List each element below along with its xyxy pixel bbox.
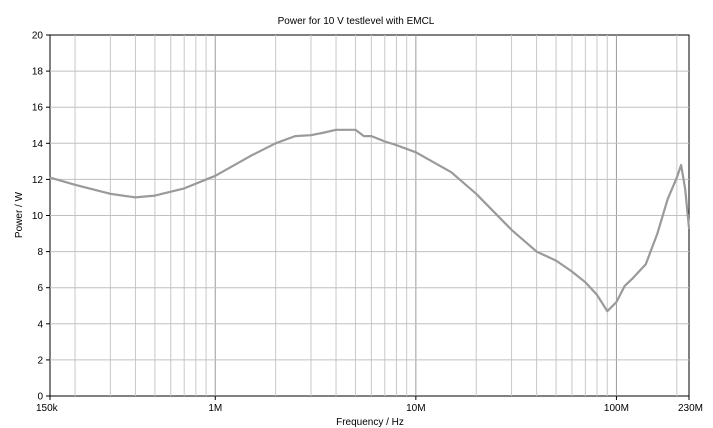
data-point [645,263,647,265]
data-point [74,184,76,186]
data-point [571,270,573,273]
power-series-line [49,128,691,313]
data-point [676,177,678,179]
data-point [214,175,216,177]
grid [50,35,689,396]
data-point [555,260,557,262]
x-tick-label: 100M [604,403,629,414]
data-point [624,285,626,287]
data-point [154,195,156,197]
data-point [584,281,587,283]
y-axis-label: Power / W [14,191,25,238]
data-point [684,187,686,189]
y-tick-label: 8 [37,247,43,258]
data-point [294,135,296,137]
x-tick-label: 1M [208,403,222,414]
y-tick-label: 0 [37,392,43,403]
data-point [688,227,690,229]
y-tick-label: 6 [37,283,43,294]
ticks: 0 2 4 6 8 10 12 14 16 18 20 150k 1M 10M 100M 230M [32,31,703,415]
y-tick-label: 20 [32,31,44,42]
data-point [109,193,111,195]
data-point [49,177,51,179]
x-tick-label: 10M [406,403,425,414]
data-point [680,164,682,166]
data-point [384,140,386,143]
data-point [536,251,538,253]
data-point [370,135,372,137]
chart-title: Power for 10 V testlevel with EMCL [278,16,435,27]
data-point [596,294,598,296]
y-tick-label: 16 [32,103,44,114]
x-tick-label: 150k [36,403,59,414]
data-point [667,198,669,200]
data-point [250,155,252,157]
data-point [395,144,397,146]
data-point [134,196,136,198]
data-point [275,142,277,144]
data-point [335,129,337,131]
data-point [323,131,325,134]
data-point [363,135,365,137]
y-tick-label: 10 [32,211,44,222]
y-tick-label: 2 [37,355,43,366]
y-tick-label: 12 [32,175,44,186]
data-point [615,301,618,303]
y-tick-label: 14 [32,139,44,150]
series [49,128,691,313]
x-tick-label: 230M [678,403,703,414]
data-point [475,193,477,195]
data-point [450,171,452,173]
data-point [354,129,357,131]
data-point [310,134,312,136]
x-axis-label: Frequency / Hz [336,417,404,428]
data-point [511,229,513,231]
y-tick-label: 18 [32,67,44,78]
data-point [631,278,633,280]
data-point [606,310,608,312]
data-point [415,151,417,153]
y-tick-label: 4 [37,319,43,330]
data-point [656,232,659,235]
data-point [183,187,185,189]
